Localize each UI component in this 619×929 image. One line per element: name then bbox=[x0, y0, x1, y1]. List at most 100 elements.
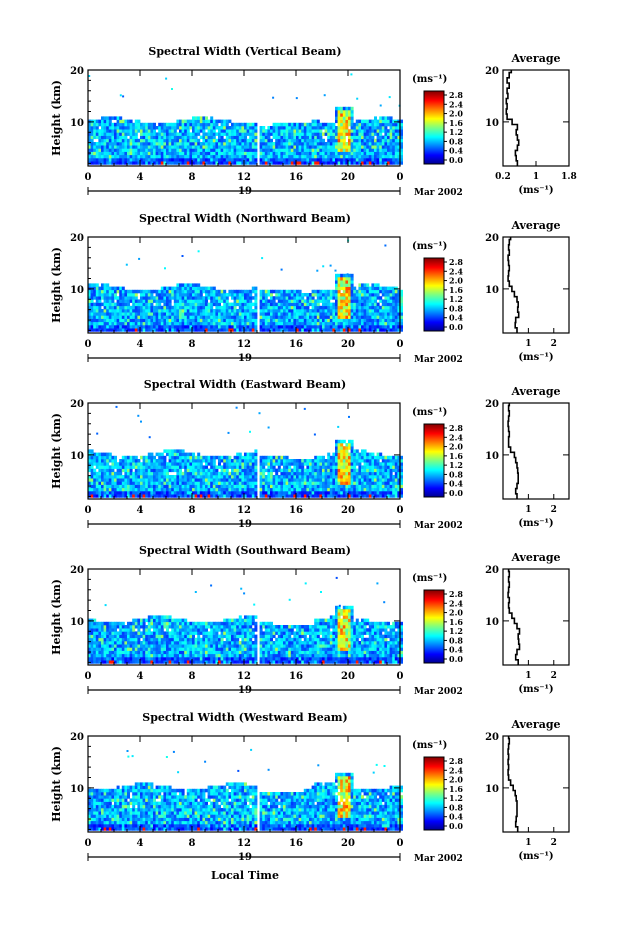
heatmap-cell bbox=[324, 122, 328, 127]
heatmap-cell bbox=[155, 305, 159, 310]
heatmap-cell bbox=[197, 455, 201, 460]
heatmap-cell bbox=[93, 286, 97, 291]
heatmap-cell bbox=[319, 148, 323, 152]
heatmap-cell bbox=[108, 126, 112, 130]
heatmap-cell bbox=[103, 325, 107, 329]
heatmap-cell bbox=[150, 145, 154, 149]
heatmap-cell bbox=[233, 321, 237, 326]
heatmap-cell bbox=[184, 122, 188, 127]
heatmap-cell bbox=[150, 289, 154, 294]
heatmap-cell bbox=[142, 148, 146, 152]
heatmap-cell bbox=[220, 325, 224, 329]
heatmap-cell bbox=[176, 305, 180, 310]
heatmap-cell bbox=[397, 325, 401, 329]
heatmap-cell bbox=[329, 491, 333, 495]
heatmap-cell bbox=[301, 126, 305, 130]
heatmap-cell bbox=[345, 110, 349, 114]
heatmap-cell bbox=[233, 471, 237, 476]
heatmap-cell bbox=[277, 129, 281, 133]
heatmap-cell bbox=[264, 475, 268, 479]
heatmap-cell bbox=[251, 475, 255, 479]
heatmap-cell bbox=[316, 161, 320, 165]
heatmap-cell bbox=[329, 122, 333, 127]
heatmap-cell bbox=[381, 299, 385, 303]
heatmap-cell bbox=[215, 299, 219, 303]
heatmap-cell bbox=[358, 296, 362, 300]
heatmap-cell bbox=[129, 494, 133, 498]
heatmap-cell bbox=[327, 122, 331, 127]
heatmap-cell bbox=[358, 471, 362, 476]
heatmap-cell bbox=[371, 135, 375, 140]
heatmap-cell bbox=[121, 328, 125, 332]
heatmap-cell bbox=[127, 289, 130, 294]
heatmap-cell bbox=[192, 487, 195, 492]
heatmap-cell bbox=[301, 494, 305, 498]
heatmap-cell bbox=[283, 135, 286, 140]
heatmap-cell bbox=[212, 318, 216, 323]
heatmap-cell bbox=[283, 491, 286, 495]
heatmap-cell bbox=[348, 452, 351, 457]
heatmap-cell bbox=[327, 151, 331, 156]
heatmap-cell bbox=[296, 132, 299, 136]
heatmap-cell bbox=[228, 455, 232, 460]
heatmap-cell bbox=[275, 475, 279, 479]
heatmap-cell bbox=[361, 158, 364, 162]
heatmap-cell bbox=[342, 468, 346, 473]
heatmap-cell bbox=[361, 151, 364, 156]
heatmap-cell bbox=[381, 138, 385, 143]
heatmap-cell bbox=[241, 471, 245, 476]
heatmap-cell bbox=[306, 478, 310, 482]
heatmap-cell bbox=[210, 468, 214, 473]
heatmap-cell bbox=[218, 296, 221, 300]
heatmap-cell bbox=[322, 151, 325, 156]
heatmap-cell bbox=[355, 449, 359, 453]
heatmap-cell bbox=[389, 129, 393, 133]
heatmap-cell bbox=[324, 465, 328, 469]
heatmap-cell bbox=[228, 459, 232, 463]
heatmap-cell bbox=[106, 151, 110, 156]
heatmap-cell bbox=[246, 148, 250, 152]
heatmap-cell bbox=[192, 154, 195, 159]
heatmap-cell bbox=[93, 129, 97, 133]
heatmap-cell bbox=[314, 491, 318, 495]
heatmap-cell bbox=[363, 299, 367, 303]
heatmap-cell bbox=[350, 158, 354, 162]
heatmap-cell bbox=[218, 151, 221, 156]
heatmap-cell bbox=[106, 154, 110, 159]
heatmap-cell bbox=[301, 305, 305, 310]
heatmap-cell bbox=[272, 151, 276, 156]
heatmap-cell bbox=[363, 286, 367, 291]
heatmap-cell bbox=[379, 491, 383, 495]
heatmap-cell bbox=[340, 328, 344, 332]
heatmap-cell bbox=[166, 465, 169, 469]
heatmap-cell bbox=[184, 315, 188, 319]
heatmap-cell bbox=[93, 283, 97, 287]
heatmap-cell bbox=[140, 325, 143, 329]
heatmap-cell bbox=[228, 148, 232, 152]
heatmap-cell bbox=[324, 132, 328, 136]
heatmap-cell bbox=[160, 478, 164, 482]
heatmap-cell bbox=[93, 145, 97, 149]
heatmap-cell bbox=[142, 468, 146, 473]
heatmap-cell bbox=[366, 296, 370, 300]
heatmap-cell bbox=[155, 138, 159, 143]
heatmap-cell bbox=[186, 491, 190, 495]
heatmap-cell bbox=[220, 151, 224, 156]
heatmap-cell bbox=[179, 468, 182, 473]
heatmap-cell bbox=[223, 154, 227, 159]
heatmap-cell bbox=[371, 465, 375, 469]
heatmap-cell bbox=[251, 325, 255, 329]
heatmap-cell bbox=[127, 484, 130, 489]
heatmap-cell bbox=[316, 478, 320, 482]
heatmap-cell bbox=[181, 494, 185, 498]
heatmap-cell bbox=[316, 299, 320, 303]
heatmap-cell bbox=[186, 325, 190, 329]
heatmap-cell bbox=[290, 135, 294, 140]
heatmap-cell bbox=[145, 315, 149, 319]
heatmap-cell bbox=[254, 487, 258, 492]
heatmap-cell bbox=[114, 305, 117, 310]
heatmap-cell bbox=[345, 312, 349, 316]
heatmap-cell bbox=[324, 129, 328, 133]
heatmap-cell bbox=[176, 286, 180, 291]
heatmap-cell bbox=[132, 491, 136, 495]
